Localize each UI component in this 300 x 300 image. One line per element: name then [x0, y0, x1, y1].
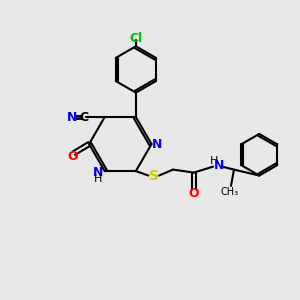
Text: O: O: [188, 187, 199, 200]
Text: N: N: [67, 110, 77, 124]
Text: C: C: [79, 110, 88, 124]
Text: Cl: Cl: [129, 32, 142, 45]
Text: N: N: [214, 159, 224, 172]
Text: CH₃: CH₃: [220, 187, 238, 197]
Text: H: H: [210, 156, 218, 166]
Text: N: N: [93, 166, 103, 179]
Text: H: H: [94, 174, 102, 184]
Text: O: O: [68, 150, 78, 163]
Text: S: S: [149, 169, 159, 182]
Text: N: N: [152, 138, 162, 151]
